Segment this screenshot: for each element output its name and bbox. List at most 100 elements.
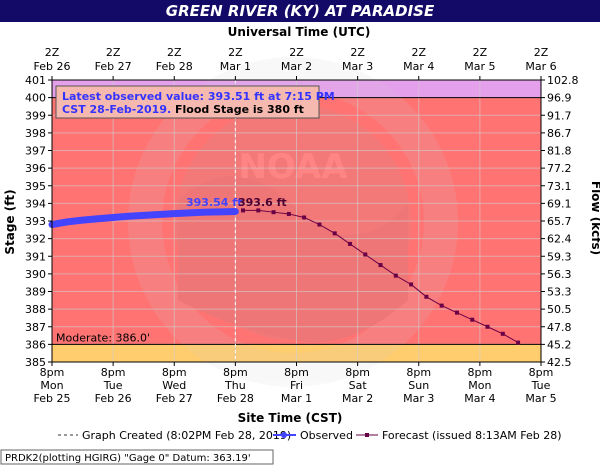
forecast-point — [470, 317, 475, 322]
footer-box — [0, 449, 274, 465]
x-tick-weekday: Sat — [349, 379, 368, 392]
legend-forecast: Forecast (issued 8:13AM Feb 28) — [382, 429, 562, 442]
legend-forecast-marker — [365, 433, 369, 437]
y2-tick-label: 86.7 — [547, 127, 572, 140]
noaa-watermark-disc — [175, 104, 411, 340]
top-tick-date: Mar 1 — [220, 60, 251, 73]
y-tick-label: 390 — [25, 268, 46, 281]
top-tick-hour: 2Z — [534, 46, 549, 59]
tick-labels: 385 386 387 388 389 390 391 392 393 394 395 396 397 3… — [25, 46, 579, 405]
y-tick-label: 392 — [25, 233, 46, 246]
observed-value-label: 393.54 ft — [186, 196, 242, 209]
x-tick-weekday: Thu — [224, 379, 246, 392]
forecast-point — [439, 303, 444, 308]
y-tick-label: 387 — [25, 321, 46, 334]
x-tick-time: 8pm — [345, 366, 370, 379]
y-tick-label: 386 — [25, 338, 46, 351]
y2-tick-label: 56.3 — [547, 268, 572, 281]
series — [48, 207, 521, 345]
x-tick-weekday: Wed — [162, 379, 186, 392]
forecast-point — [241, 208, 246, 213]
x-tick-weekday: Mon — [468, 379, 491, 392]
forecast-point — [256, 208, 261, 213]
y-tick-label: 391 — [25, 250, 46, 263]
forecast-point — [409, 282, 414, 287]
x-tick-time: 8pm — [162, 366, 187, 379]
legend: Graph Created (8:02PM Feb 28, 2019) Obse… — [58, 429, 562, 442]
forecast-point — [424, 294, 429, 299]
y-tick-label: 394 — [25, 197, 46, 210]
info-box: Latest observed value: 393.51 ft at 7:15… — [55, 85, 335, 119]
top-tick-date: Feb 26 — [34, 60, 71, 73]
y2-tick-label: 59.3 — [547, 250, 572, 263]
x-axis-label: Site Time (CST) — [238, 411, 343, 425]
x-tick-weekday: Sun — [408, 379, 429, 392]
y-tick-label: 400 — [25, 92, 46, 105]
x-tick-time: 8pm — [406, 366, 431, 379]
info-box-background — [55, 85, 320, 119]
y-tick-label: 401 — [25, 74, 46, 87]
y-tick-label: 395 — [25, 180, 46, 193]
legend-observed-marker — [281, 432, 287, 438]
top-tick-date: Feb 27 — [95, 60, 132, 73]
y-tick-label: 385 — [25, 356, 46, 369]
forecast-point — [393, 273, 398, 278]
y-tick-label: 398 — [25, 127, 46, 140]
observed-line — [48, 207, 239, 229]
top-tick-date: Mar 3 — [342, 60, 373, 73]
forecast-point — [286, 211, 291, 216]
x-tick-time: 8pm — [40, 366, 65, 379]
y2-axis-label: Flow (kcfs) — [589, 181, 600, 255]
forecast-point — [271, 210, 276, 215]
top-axis-label: Universal Time (UTC) — [228, 25, 371, 39]
forecast-point — [500, 331, 505, 336]
info-flood-stage: Flood Stage is 380 ft — [171, 103, 304, 116]
top-tick-hour: 2Z — [411, 46, 426, 59]
y-axis-label: Stage (ft) — [3, 189, 17, 254]
y2-tick-label: 50.5 — [547, 303, 572, 316]
y2-tick-label: 53.3 — [547, 286, 572, 299]
top-tick-hour: 2Z — [350, 46, 365, 59]
forecast-point — [332, 231, 337, 236]
y-tick-label: 397 — [25, 145, 46, 158]
x-tick-weekday: Fri — [290, 379, 303, 392]
y2-tick-label: 102.8 — [547, 74, 579, 87]
y2-tick-label: 73.1 — [547, 180, 572, 193]
x-tick-date: Mar 5 — [525, 392, 556, 405]
chart-title: GREEN RIVER (KY) AT PARADISE — [0, 0, 600, 22]
top-tick-hour: 2Z — [473, 46, 488, 59]
forecast-point — [378, 263, 383, 268]
y2-tick-label: 69.1 — [547, 197, 572, 210]
forecast-point — [485, 324, 490, 329]
info-observed-date: CST 28-Feb-2019. Flood Stage is 380 ft — [62, 103, 304, 116]
forecast-point — [302, 215, 307, 220]
y-tick-label: 389 — [25, 286, 46, 299]
x-tick-date: Feb 26 — [95, 392, 132, 405]
legend-graph-created: Graph Created (8:02PM Feb 28, 2019) — [82, 429, 291, 442]
band-label-moderate: Moderate: 386.0' — [56, 331, 150, 344]
top-tick-date: Mar 4 — [403, 60, 434, 73]
top-tick-hour: 2Z — [289, 46, 304, 59]
y-tick-label: 393 — [25, 215, 46, 228]
x-tick-weekday: Tue — [103, 379, 123, 392]
top-tick-hour: 2Z — [167, 46, 182, 59]
x-tick-date: Mar 4 — [464, 392, 495, 405]
x-tick-date: Feb 28 — [217, 392, 254, 405]
forecast-point — [454, 310, 459, 315]
forecast-point — [363, 252, 368, 257]
y2-tick-label: 45.2 — [547, 338, 572, 351]
x-tick-date: Mar 1 — [281, 392, 312, 405]
footer: PRDK2(plotting HGIRG) "Gage 0" Datum: 36… — [0, 449, 274, 465]
y2-tick-label: 65.7 — [547, 215, 572, 228]
x-tick-time: 8pm — [529, 366, 554, 379]
top-tick-hour: 2Z — [228, 46, 243, 59]
info-date-text: CST 28-Feb-2019. — [62, 103, 171, 116]
y2-tick-label: 81.8 — [547, 145, 572, 158]
x-tick-date: Mar 3 — [403, 392, 434, 405]
x-tick-time: 8pm — [468, 366, 493, 379]
forecast-point — [516, 340, 521, 345]
y2-tick-label: 47.8 — [547, 321, 572, 334]
x-tick-date: Feb 25 — [34, 392, 71, 405]
